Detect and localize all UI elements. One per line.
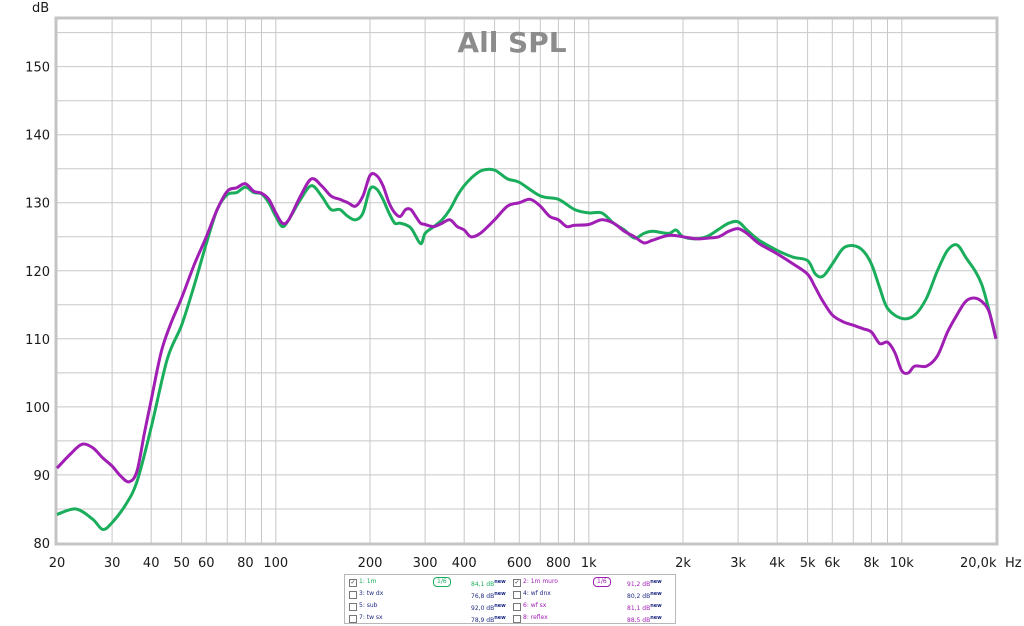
legend-value: 91,2 dBnew <box>627 579 662 588</box>
legend-name: 6: wf sx <box>523 602 547 609</box>
x-tick-label: 50 <box>173 556 190 571</box>
y-tick-label: 110 <box>25 333 50 348</box>
x-tick-label: 3k <box>730 556 746 571</box>
legend-item[interactable]: 8: reflex 88,5 dBnew <box>513 613 673 624</box>
y-tick-label: 120 <box>25 265 50 280</box>
legend-item[interactable]: 4: wf dnx 80,2 dBnew <box>513 589 673 600</box>
legend-value: 88,5 dBnew <box>627 615 662 624</box>
legend-item[interactable]: 3: tw dx 76,8 dBnew <box>349 589 509 600</box>
x-tick-label: 800 <box>546 556 571 571</box>
y-tick-label: 90 <box>33 469 50 484</box>
legend-tag: new <box>650 615 662 621</box>
x-tick-label: 6k <box>824 556 840 571</box>
legend-item[interactable]: 6: wf sx 81,1 dBnew <box>513 601 673 612</box>
legend-checkbox[interactable] <box>349 591 357 599</box>
legend-value: 76,8 dBnew <box>471 591 506 600</box>
legend-item[interactable]: 5: sub 92,0 dBnew <box>349 601 509 612</box>
legend-name: 3: tw dx <box>359 590 384 597</box>
legend-checkbox[interactable]: ✓ <box>349 579 357 587</box>
legend-name: 7: tw sx <box>359 614 383 621</box>
x-tick-label: 8k <box>863 556 879 571</box>
x-tick-label: 20,0k <box>960 556 997 571</box>
legend-value: 92,0 dBnew <box>471 603 506 612</box>
legend-name: 5: sub <box>359 602 378 609</box>
grid <box>56 19 997 544</box>
series-lines <box>55 167 998 531</box>
legend-value: 80,2 dBnew <box>627 591 662 600</box>
legend-value: 84,1 dBnew <box>471 579 506 588</box>
x-tick-label: 4k <box>769 556 785 571</box>
x-tick-label: 60 <box>198 556 215 571</box>
x-tick-label: 80 <box>237 556 254 571</box>
legend-checkbox[interactable] <box>349 603 357 611</box>
smoothing-badge[interactable]: 1/6 <box>433 577 451 587</box>
x-axis-unit: Hz <box>1005 556 1022 571</box>
x-tick-label: 200 <box>358 556 383 571</box>
x-tick-label: 30 <box>104 556 121 571</box>
legend-tag: new <box>494 579 506 585</box>
y-tick-label: 80 <box>33 537 50 552</box>
series-line-2 <box>55 172 998 484</box>
x-tick-label: 10k <box>890 556 915 571</box>
y-tick-label: 100 <box>25 401 50 416</box>
y-tick-label: 140 <box>25 129 50 144</box>
x-tick-label: 1k <box>581 556 597 571</box>
spl-chart: All SPL 20 30 40 50 60 80 100 200 300 400 600 800 1k… <box>25 1 1022 571</box>
legend-checkbox[interactable] <box>513 591 521 599</box>
legend-item[interactable]: ✓ 1: 1m 1/6 84,1 dBnew <box>349 577 509 588</box>
smoothing-badge[interactable]: 1/6 <box>593 577 611 587</box>
legend-panel: ✓ 1: 1m 1/6 84,1 dBnew ✓ 2: 1m muro 1/6 91,2 dB… <box>344 574 676 624</box>
legend-checkbox[interactable] <box>513 603 521 611</box>
y-tick-label: 130 <box>25 197 50 212</box>
legend-tag: new <box>650 591 662 597</box>
legend-item[interactable]: ✓ 2: 1m muro 1/6 91,2 dBnew <box>513 577 673 588</box>
legend-tag: new <box>650 579 662 585</box>
y-axis-unit: dB <box>32 1 49 16</box>
legend-checkbox[interactable]: ✓ <box>513 579 521 587</box>
legend-tag: new <box>494 615 506 621</box>
legend-tag: new <box>494 591 506 597</box>
legend-checkbox[interactable] <box>349 615 357 623</box>
legend-name: 4: wf dnx <box>523 590 551 597</box>
x-tick-label: 100 <box>263 556 288 571</box>
x-tick-label: 40 <box>143 556 160 571</box>
x-tick-label: 600 <box>507 556 532 571</box>
legend-tag: new <box>650 603 662 609</box>
x-tick-label: 300 <box>413 556 438 571</box>
y-tick-label: 150 <box>25 61 50 76</box>
x-tick-label: 2k <box>675 556 691 571</box>
legend-name: 1: 1m <box>359 578 377 585</box>
legend-item[interactable]: 7: tw sx 78,9 dBnew <box>349 613 509 624</box>
x-tick-label: 400 <box>452 556 477 571</box>
legend-name: 2: 1m muro <box>523 578 558 585</box>
legend-tag: new <box>494 603 506 609</box>
legend-value: 78,9 dBnew <box>471 615 506 624</box>
legend-name: 8: reflex <box>523 614 548 621</box>
plot-frame <box>54 16 999 546</box>
x-tick-label: 5k <box>800 556 816 571</box>
x-tick-label: 20 <box>49 556 66 571</box>
legend-value: 81,1 dBnew <box>627 603 662 612</box>
x-axis-ticks: 20 30 40 50 60 80 100 200 300 400 600 800 1k 2k 3k 4k 5k… <box>49 556 997 571</box>
series-line-1 <box>56 167 998 531</box>
y-axis-ticks: 80 90 100 110 120 130 140 150 <box>25 61 50 552</box>
legend-checkbox[interactable] <box>513 615 521 623</box>
chart-title: All SPL <box>457 26 566 59</box>
